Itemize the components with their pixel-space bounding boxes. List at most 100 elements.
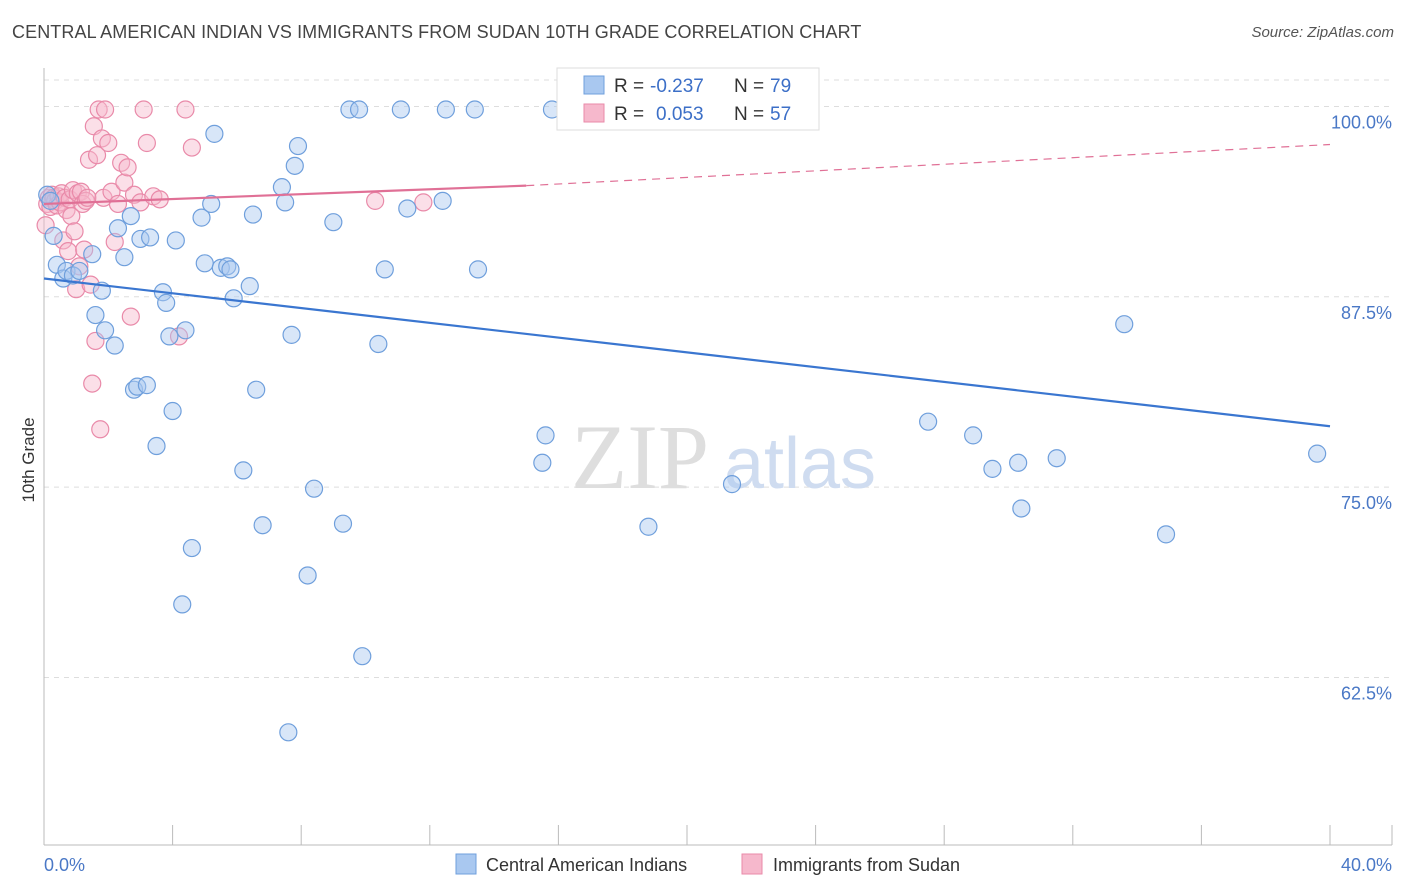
data-point [282,325,301,344]
stats-pink-n-label: N = [734,104,764,125]
data-point [243,205,263,224]
data-point [108,219,128,238]
data-point [95,321,115,340]
data-point [1115,315,1134,334]
legend-pink-swatch [741,853,763,875]
stats-blue-r-value: -0.237 [650,76,704,97]
data-point [91,420,110,439]
trend-lines [43,143,1331,428]
data-point [224,289,243,308]
data-point [247,380,266,399]
trend-line-blue [43,277,1331,428]
data-point [83,245,102,264]
series-immigrants-from-sudan [36,100,433,439]
data-point [115,173,134,192]
data-point [349,100,369,119]
data-point [272,178,292,197]
data-point [288,136,308,156]
data-point [304,479,324,498]
data-point [919,412,938,431]
data-point [202,194,221,214]
data-point [176,100,195,119]
data-point [121,307,140,326]
data-point [192,208,211,227]
data-point [166,231,185,250]
data-point [62,206,81,226]
data-point [89,100,108,119]
data-point [276,193,295,212]
watermark-zip: ZIP [571,406,709,508]
data-point [76,191,95,210]
data-point [533,453,552,472]
data-point [353,647,372,666]
data-point [121,206,140,226]
data-point [391,100,410,119]
data-point [99,133,118,153]
data-point [1308,444,1327,463]
data-point [115,248,134,267]
data-point [70,261,89,281]
tick-labels: 100.0% 87.5% 75.0% 62.5% 0.0% 40.0% [44,112,1392,875]
data-point [137,133,156,153]
data-point [964,426,983,445]
data-point [105,232,124,252]
data-point [285,156,304,175]
data-point [59,242,78,261]
data-point [298,566,317,585]
stats-pink-r-value: 0.053 [656,104,704,125]
data-point [65,222,84,241]
stats-blue-swatch [583,75,605,95]
data-point [105,336,124,355]
stats-pink-n-value: 57 [770,104,791,125]
data-point [436,100,455,119]
data-point [182,538,201,558]
legend-central-american-indians: Central American Indians [486,855,687,875]
y-axis-title: 10th Grade [19,417,38,502]
axes [43,68,1393,846]
data-point [433,191,452,210]
data-point [375,260,394,279]
data-point [137,376,156,395]
legend: Central American Indians Immigrants from… [455,853,960,875]
y-tick-label: 87.5% [1341,303,1392,323]
stats-pink-swatch [583,103,605,123]
trend-line-extension-pink [526,143,1331,187]
series-central-american-indians [38,100,1327,742]
x-tick-label: 40.0% [1341,855,1392,875]
watermark-atlas: atlas [724,424,876,504]
data-point [160,327,179,346]
grid-lines [44,79,1392,678]
data-point [366,191,385,210]
data-point [44,226,63,245]
data-point [57,200,76,220]
data-point [195,254,214,273]
stats-blue-n-label: N = [734,76,764,97]
data-point [639,517,658,536]
chart-source: Source: ZipAtlas.com [1251,24,1394,41]
data-point [468,260,488,279]
data-point [333,514,353,533]
data-point [234,461,253,480]
data-point [218,257,237,276]
data-point [140,228,160,247]
data-point [465,100,484,119]
data-point [1047,449,1066,468]
data-point [1156,525,1176,544]
data-point [398,199,417,218]
data-point [1012,499,1031,518]
data-point [134,100,153,119]
data-point [253,516,272,535]
data-point [983,459,1002,478]
data-point [340,100,359,119]
data-point [324,213,343,232]
stats-blue-r-label: R = [614,76,644,97]
data-point [205,124,224,143]
data-point [240,277,259,296]
data-point [124,185,144,204]
data-point [279,723,298,742]
data-point [221,260,240,279]
x-tick-label: 0.0% [44,855,85,875]
data-point [41,191,60,210]
y-tick-label: 62.5% [1341,683,1392,703]
